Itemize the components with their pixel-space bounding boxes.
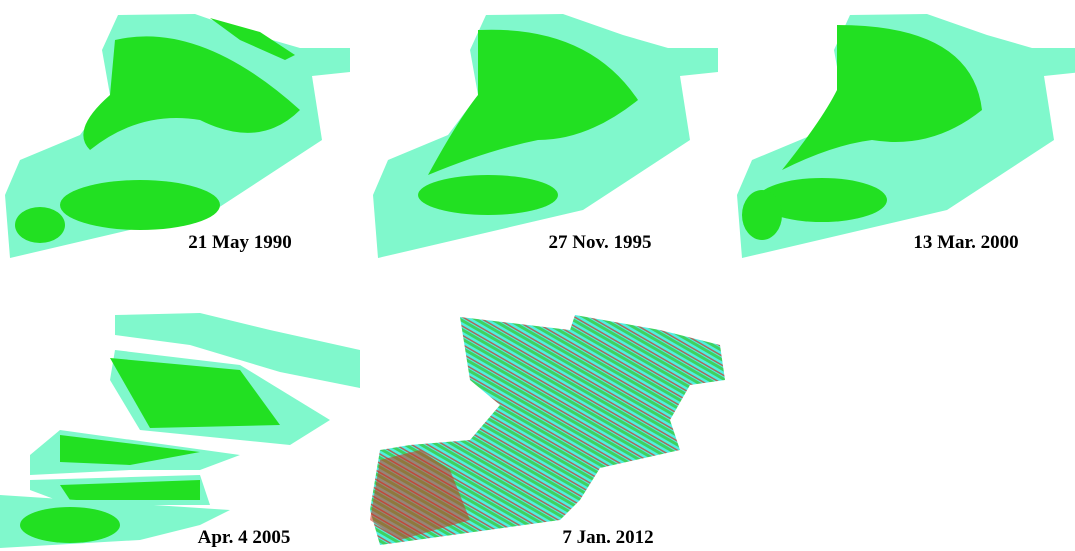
panel-date: Apr. 4 2005: [198, 527, 291, 548]
map-panel: [373, 14, 718, 258]
map-panel: [5, 14, 350, 258]
panel-date: 27 Nov. 1995: [549, 232, 652, 253]
panel-date: 21 May 1990: [188, 232, 291, 253]
map-panel: [0, 313, 360, 548]
map-panel: [737, 14, 1075, 258]
map-panel: [370, 315, 725, 545]
panel-date: 13 Mar. 2000: [913, 232, 1018, 253]
panel-date: 7 Jan. 2012: [562, 527, 653, 548]
